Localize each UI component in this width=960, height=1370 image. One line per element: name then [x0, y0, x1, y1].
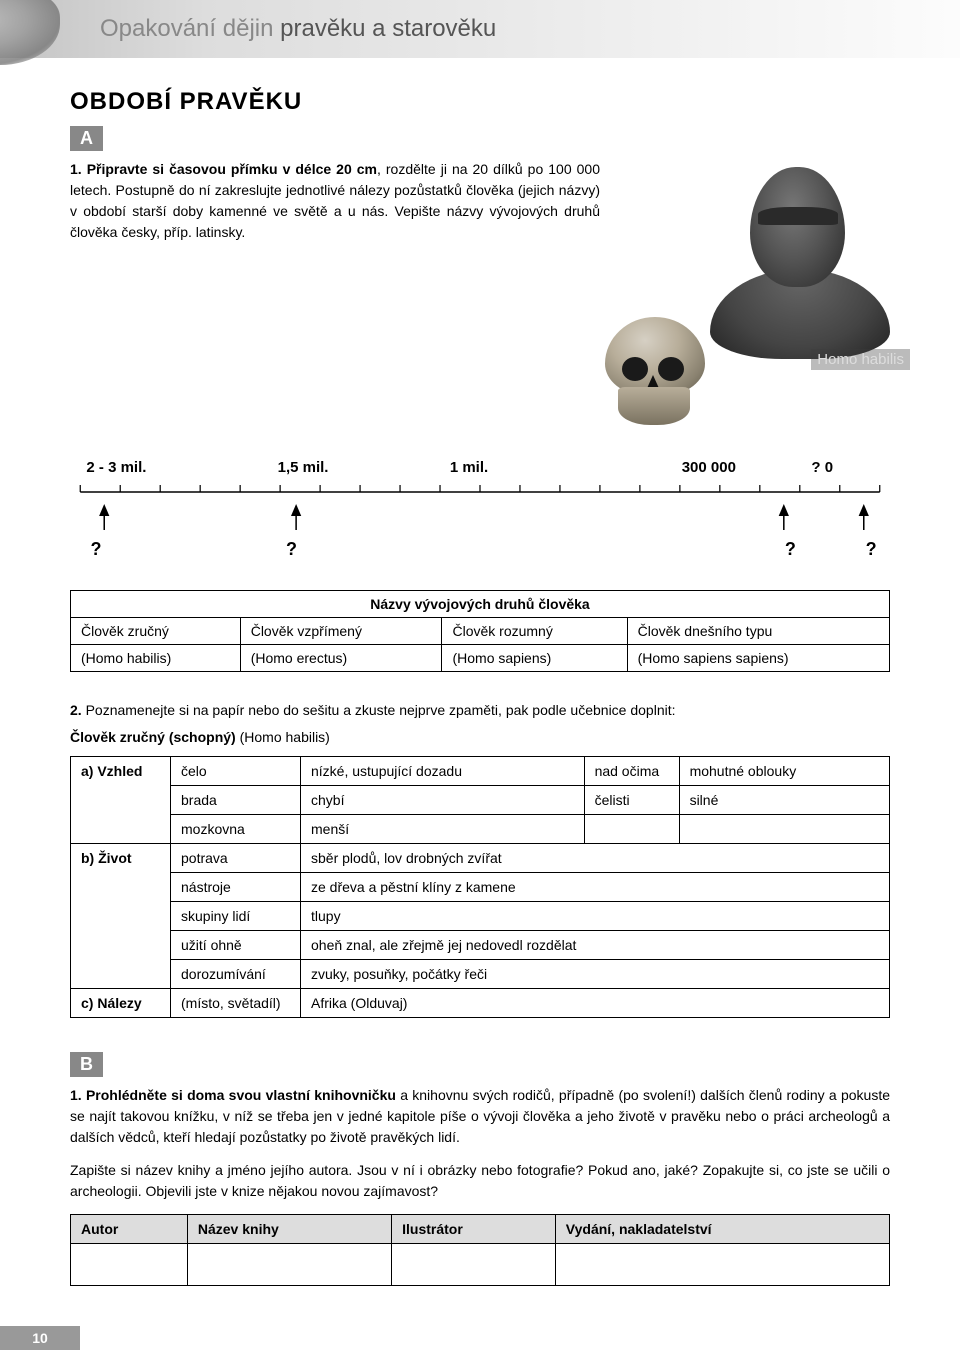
char-attr: potrava — [171, 844, 301, 873]
taskb1-bold: Prohlédněte si doma svou vlastní knihovn… — [86, 1087, 396, 1103]
char-attr: skupiny lidí — [171, 902, 301, 931]
names-cell: Člověk vzpřímený — [240, 618, 442, 645]
timeline-bottom-label: ? — [91, 539, 102, 560]
char-nad: nad očima — [584, 757, 679, 786]
page-body: OBDOBÍ PRAVĚKU A 1. Připravte si časovou… — [0, 88, 960, 1370]
names-cell: Člověk zručný — [71, 618, 241, 645]
task1-number: 1. — [70, 161, 87, 177]
section-marker-b: B — [70, 1052, 103, 1077]
characteristics-table: a) Vzhledčelonízké, ustupující dozadunad… — [70, 756, 890, 1018]
task2-subtitle-paren: (Homo habilis) — [240, 729, 330, 745]
task1-block: 1. Připravte si časovou přímku v délce 2… — [70, 159, 890, 429]
char-val: nízké, ustupující dozadu — [301, 757, 585, 786]
timeline-top-label: 1 mil. — [450, 459, 488, 476]
char-attr: mozkovna — [171, 815, 301, 844]
timeline-bottom-label: ? — [866, 539, 877, 560]
names-cell: (Homo sapiens sapiens) — [627, 645, 889, 672]
char-row-label: a) Vzhled — [71, 757, 171, 844]
char-nad: čelisti — [584, 786, 679, 815]
timeline-top-label: ? 0 — [811, 459, 833, 476]
names-table: Názvy vývojových druhů člověka Člověk zr… — [70, 590, 890, 672]
section-b: B 1. Prohlédněte si doma svou vlastní kn… — [70, 1052, 890, 1286]
timeline-top-label: 2 - 3 mil. — [86, 459, 146, 476]
timeline-bottom-label: ? — [785, 539, 796, 560]
char-val: zvuky, posuňky, počátky řeči — [301, 960, 890, 989]
char-val: oheň znal, ale zřejmě jej nedovedl rozdě… — [301, 931, 890, 960]
skull-icon — [590, 309, 730, 429]
char-attr: čelo — [171, 757, 301, 786]
char-attr: nástroje — [171, 873, 301, 902]
char-val: menší — [301, 815, 585, 844]
section-marker-a: A — [70, 126, 103, 151]
names-cell: Člověk rozumný — [442, 618, 627, 645]
timeline-bottom-label: ? — [286, 539, 297, 560]
hominid-bust-icon — [710, 159, 890, 359]
names-cell: (Homo sapiens) — [442, 645, 627, 672]
char-val: ze dřeva a pěstní klíny z kamene — [301, 873, 890, 902]
char-attr: užití ohně — [171, 931, 301, 960]
char-nad — [584, 815, 679, 844]
header-title: Opakování dějin pravěku a starověku — [100, 15, 496, 43]
book-cell-blank — [71, 1244, 188, 1286]
book-cell-blank — [187, 1244, 391, 1286]
char-attr: (místo, světadíl) — [171, 989, 301, 1018]
timeline-labels-bottom: ???? — [70, 539, 890, 560]
char-val: chybí — [301, 786, 585, 815]
names-cell: (Homo habilis) — [71, 645, 241, 672]
figure-area: Homo habilis — [630, 159, 890, 429]
book-th: Autor — [71, 1215, 188, 1244]
book-th: Vydání, nakladatelství — [555, 1215, 889, 1244]
task1-text: 1. Připravte si časovou přímku v délce 2… — [70, 159, 600, 243]
header-decor-icon — [0, 0, 60, 65]
task2-block: 2. Poznamenejte si na papír nebo do seši… — [70, 700, 890, 1018]
main-title: OBDOBÍ PRAVĚKU — [70, 88, 890, 116]
char-nadval: mohutné oblouky — [679, 757, 889, 786]
page-number: 10 — [0, 1326, 80, 1350]
book-cell-blank — [392, 1244, 556, 1286]
timeline-labels-top: 2 - 3 mil. 1,5 mil. 1 mil. 300 000 ? 0 — [70, 459, 890, 476]
task2-number: 2. — [70, 702, 86, 718]
char-val: Afrika (Olduvaj) — [301, 989, 890, 1018]
char-row-label: c) Nálezy — [71, 989, 171, 1018]
char-nadval — [679, 815, 889, 844]
book-table: Autor Název knihy Ilustrátor Vydání, nak… — [70, 1214, 890, 1286]
header-title-dark: pravěku a starověku — [280, 15, 496, 42]
task2-text: Poznamenejte si na papír nebo do sešitu … — [86, 702, 676, 718]
task1-bold: Připravte si časovou přímku v délce 20 c… — [87, 161, 377, 177]
names-table-title: Názvy vývojových druhů člověka — [71, 591, 890, 618]
task2-subtitle-bold: Člověk zručný (schopný) — [70, 729, 240, 745]
char-row-label: b) Život — [71, 844, 171, 989]
book-cell-blank — [555, 1244, 889, 1286]
char-nadval: silné — [679, 786, 889, 815]
page-header: Opakování dějin pravěku a starověku — [0, 0, 960, 58]
names-cell: (Homo erectus) — [240, 645, 442, 672]
header-title-light: Opakování dějin — [100, 15, 280, 42]
char-attr: brada — [171, 786, 301, 815]
timeline-top-label: 300 000 — [682, 459, 736, 476]
char-val: tlupy — [301, 902, 890, 931]
book-th: Název knihy — [187, 1215, 391, 1244]
book-th: Ilustrátor — [392, 1215, 556, 1244]
taskb1-number: 1. — [70, 1087, 86, 1103]
names-cell: Člověk dnešního typu — [627, 618, 889, 645]
taskb1-para2: Zapište si název knihy a jméno jejího au… — [70, 1160, 890, 1202]
char-val: sběr plodů, lov drobných zvířat — [301, 844, 890, 873]
timeline-top-label: 1,5 mil. — [278, 459, 329, 476]
timeline: 2 - 3 mil. 1,5 mil. 1 mil. 300 000 ? 0 ???? — [70, 459, 890, 560]
char-attr: dorozumívání — [171, 960, 301, 989]
timeline-axis — [70, 482, 890, 532]
figure-caption: Homo habilis — [811, 349, 910, 370]
